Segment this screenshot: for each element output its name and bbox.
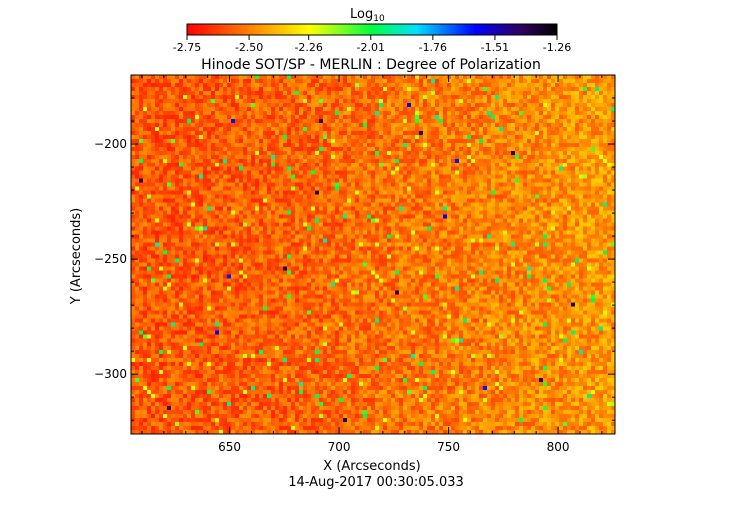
colorbar-label-base: Log [350,7,373,22]
colorbar-label-subscript: 10 [373,14,385,24]
colorbar-tick-label: -2.01 [357,41,385,54]
timestamp-subtitle: 14-Aug-2017 00:30:05.033 [288,475,464,490]
colorbar-tick-label: -1.51 [481,41,509,54]
colorbar-tick-label: -2.26 [294,41,322,54]
heatmap-raster [131,75,615,434]
colorbar [186,23,558,36]
plot-frame [130,74,616,435]
colorbar-tick-label: -1.26 [543,41,571,54]
chart-title: Hinode SOT/SP - MERLIN : Degree of Polar… [201,57,541,73]
colorbar-tick-label: -2.50 [235,41,263,54]
y-axis-label: Y (Arcseconds) [69,208,84,305]
x-tick-label: 800 [547,440,570,454]
colorbar-tick-label: -2.75 [173,41,201,54]
colorbar-tick-label: -1.76 [419,41,447,54]
colorbar-ticks: -2.75 -2.50 -2.26 -2.01 -1.76 -1.51 -1.26 [173,35,571,54]
x-tick-label: 650 [218,440,241,454]
colorbar-label: Log10 [350,7,385,24]
x-axis-label: X (Arcseconds) [323,459,420,474]
x-tick-label: 750 [437,440,460,454]
y-tick-label: −200 [94,137,127,151]
y-tick-label: −300 [94,367,127,381]
y-tick-label: −250 [94,252,127,266]
x-tick-label: 700 [328,440,351,454]
axis-ticks: 650 700 750 800 −200 −250 −300 [94,75,615,454]
heatmap-image [131,75,615,434]
